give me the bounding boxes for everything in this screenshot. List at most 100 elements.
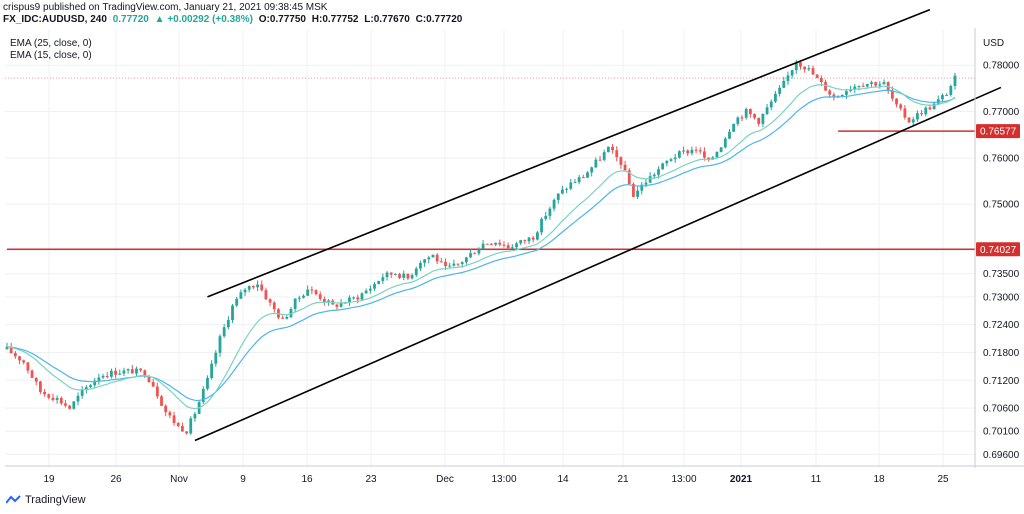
y-axis-ticks: 0.780000.770000.760000.750000.740000.735…	[983, 38, 1020, 461]
candle-body	[189, 418, 193, 434]
candle-body	[147, 376, 151, 383]
candle-body	[322, 298, 326, 303]
candle-body	[769, 101, 773, 108]
x-tick-label: 11	[811, 474, 822, 485]
candle-body	[377, 280, 381, 284]
footer-brand: TradingView	[6, 494, 86, 506]
candle-body	[297, 297, 301, 299]
y-tick-label: 0.69600	[983, 450, 1020, 461]
candle-body	[410, 275, 414, 279]
candle-body	[419, 262, 422, 269]
candle-body	[93, 380, 97, 386]
candle-body	[707, 157, 711, 160]
candle-body	[51, 397, 55, 400]
candle-body	[352, 297, 356, 299]
x-tick-label: Nov	[170, 474, 188, 485]
candle-body	[318, 294, 322, 299]
candle-body	[360, 293, 364, 300]
candle-body	[398, 274, 401, 278]
candle-body	[385, 272, 389, 278]
trend-channel	[194, 8, 1002, 442]
candle-body	[481, 243, 485, 250]
candle-body	[782, 80, 786, 88]
candle-body	[594, 159, 598, 168]
candle-body	[314, 290, 318, 295]
candle-body	[652, 174, 656, 177]
candle-body	[586, 172, 589, 178]
candle-body	[531, 237, 535, 240]
candle-body	[193, 413, 197, 419]
candle-body	[865, 83, 869, 87]
candle-body	[895, 98, 898, 105]
candle-body	[723, 138, 727, 148]
price-badge	[976, 242, 1020, 257]
ema-25-legend[interactable]: EMA (25, close, 0)	[10, 38, 92, 49]
candle-body	[519, 240, 523, 244]
candle-body	[339, 302, 343, 307]
candle-body	[469, 253, 472, 258]
candle-body	[819, 77, 823, 83]
candle-body	[302, 295, 305, 298]
candle-body	[335, 304, 339, 307]
candle-body	[439, 261, 443, 263]
candle-body	[55, 397, 59, 400]
candle-body	[176, 423, 180, 427]
publish-info: crispus9 published on TradingView.com, J…	[3, 2, 328, 13]
candle-body	[811, 68, 815, 75]
candle-body	[606, 146, 610, 153]
last-price: 0.77720	[112, 14, 149, 25]
open-value: O:0.77750	[258, 14, 306, 25]
candle-body	[765, 107, 769, 114]
grid-lines	[5, 30, 975, 466]
candle-body	[857, 85, 861, 87]
tradingview-logo-icon	[6, 495, 21, 504]
ema-15-legend[interactable]: EMA (15, close, 0)	[10, 50, 92, 61]
candle-body	[690, 149, 694, 154]
candle-body	[907, 117, 911, 123]
candle-body	[953, 75, 957, 86]
candle-body	[936, 99, 940, 104]
candle-body	[523, 240, 527, 242]
candle-body	[139, 368, 143, 371]
channel-line	[194, 86, 1002, 442]
candle-body	[285, 316, 289, 319]
candle-body	[164, 405, 168, 413]
candle-body	[89, 385, 92, 388]
price-badge	[976, 124, 1020, 139]
y-tick-label: 0.73500	[983, 269, 1020, 280]
candle-body	[356, 297, 360, 300]
candle-body	[30, 370, 34, 378]
candle-body	[427, 257, 431, 260]
candle-body	[251, 285, 255, 288]
candle-body	[573, 182, 577, 184]
candle-body	[828, 90, 832, 95]
candle-body	[703, 151, 706, 158]
candle-body	[118, 373, 122, 375]
candle-body	[243, 289, 247, 293]
candle-body	[477, 249, 481, 254]
candle-body	[853, 86, 857, 90]
symbol-label: FX_IDC:AUDUSD, 240	[3, 14, 107, 25]
candle-body	[677, 151, 681, 158]
candle-body	[143, 370, 147, 377]
candle-body	[694, 149, 698, 151]
candle-body	[431, 254, 435, 258]
ema-15-line	[6, 83, 956, 410]
candle-body	[364, 290, 368, 294]
candle-body	[669, 159, 673, 161]
candle-body	[627, 170, 631, 185]
candle-body	[744, 108, 748, 118]
candle-body	[581, 177, 585, 179]
candle-body	[890, 90, 894, 99]
candle-body	[226, 320, 230, 328]
candle-body	[381, 277, 385, 281]
candle-body	[80, 389, 84, 396]
ema-series	[6, 83, 956, 410]
candle-body	[790, 70, 794, 76]
candle-body	[840, 94, 844, 97]
candle-body	[590, 167, 594, 173]
candle-body	[68, 405, 72, 409]
candle-body	[611, 146, 614, 151]
y-tick-label: 0.76000	[983, 153, 1020, 164]
